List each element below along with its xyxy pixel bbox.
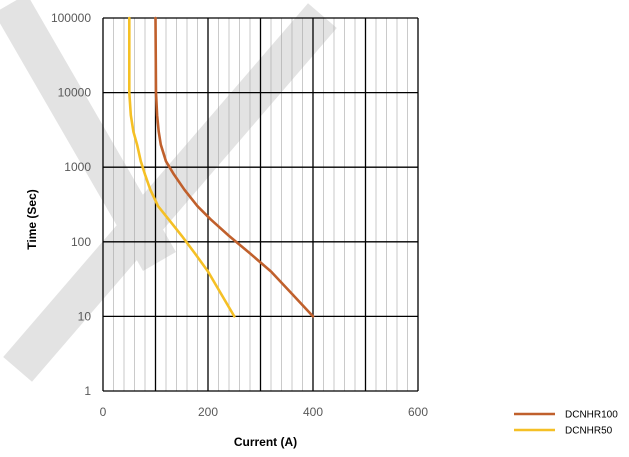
grid-major xyxy=(102,17,419,392)
x-axis-title: Current (A) xyxy=(234,435,297,449)
y-tick-label: 10 xyxy=(78,309,92,323)
x-tick-label: 400 xyxy=(303,405,323,419)
y-tick-label: 1 xyxy=(84,384,91,398)
y-tick-labels: 1 10 100 1000 10000 100000 xyxy=(51,11,91,398)
watermark xyxy=(0,0,337,382)
y-tick-label: 100 xyxy=(71,235,91,249)
legend-item-dcnhr50: DCNHR50 xyxy=(514,426,613,437)
watermark-band xyxy=(0,0,337,382)
series-line-dcnhr50 xyxy=(128,16,236,318)
legend-item-dcnhr100: DCNHR100 xyxy=(514,410,618,421)
series-line-dcnhr100 xyxy=(154,16,315,318)
legend: DCNHR100 DCNHR50 xyxy=(514,410,618,437)
y-tick-label: 100000 xyxy=(51,11,91,25)
x-tick-labels: 0 200 400 600 xyxy=(100,405,429,419)
y-axis-title: Time (Sec) xyxy=(25,189,39,249)
y-tick-label: 1000 xyxy=(64,160,91,174)
x-tick-label: 0 xyxy=(100,405,107,419)
x-tick-label: 600 xyxy=(408,405,428,419)
x-tick-label: 200 xyxy=(198,405,218,419)
legend-label: DCNHR100 xyxy=(565,410,618,421)
series-layer xyxy=(128,16,315,318)
legend-label: DCNHR50 xyxy=(565,426,613,437)
grid-minor xyxy=(113,18,408,391)
y-tick-label: 10000 xyxy=(58,86,92,100)
